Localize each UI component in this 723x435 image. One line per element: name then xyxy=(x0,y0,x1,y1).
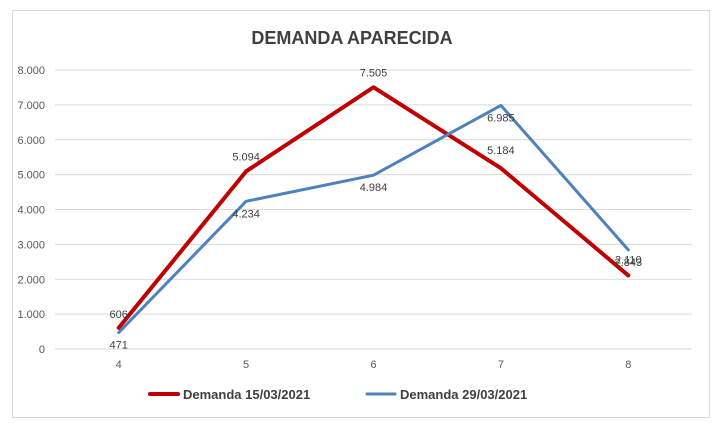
legend-label-2: Demanda 29/03/2021 xyxy=(400,387,527,402)
data-label: 4.234 xyxy=(232,208,260,220)
chart-title: DEMANDA APARECIDA xyxy=(251,28,452,48)
data-label: 471 xyxy=(110,340,128,352)
y-tick-label: 2.000 xyxy=(17,274,45,286)
data-label: 5.094 xyxy=(232,151,260,163)
series-lines xyxy=(116,85,631,335)
y-tick-label: 4.000 xyxy=(17,205,45,217)
legend-label-1: Demanda 15/03/2021 xyxy=(183,387,310,402)
x-tick-label: 5 xyxy=(243,359,249,371)
y-tick-label: 8.000 xyxy=(17,65,45,77)
data-label: 2.843 xyxy=(615,257,643,269)
gridlines xyxy=(55,69,692,350)
x-tick-label: 6 xyxy=(370,359,376,371)
chart-frame xyxy=(12,10,710,418)
x-tick-label: 7 xyxy=(498,359,504,371)
data-label: 2.110 xyxy=(615,254,642,266)
data-label: 6.985 xyxy=(487,112,515,124)
series-line-2 xyxy=(117,103,630,335)
y-tick-label: 7.000 xyxy=(17,100,45,112)
x-tick-label: 4 xyxy=(116,359,122,371)
y-tick-label: 1.000 xyxy=(17,309,45,321)
y-tick-label: 5.000 xyxy=(17,170,45,182)
data-labels: 606 5.094 7.505 5.184 2.110 471 4.234 4.984 6.98… xyxy=(110,67,643,351)
series-line-1 xyxy=(116,85,631,330)
y-axis-ticks: 0 1.000 2.000 3.000 4.000 5.000 6.000 7.000 8.00… xyxy=(17,65,45,356)
y-tick-label: 6.000 xyxy=(17,135,45,147)
x-tick-label: 8 xyxy=(625,359,631,371)
data-label: 5.184 xyxy=(487,145,515,157)
x-axis-ticks: 4 5 6 7 8 xyxy=(116,359,632,371)
data-label: 4.984 xyxy=(360,182,388,194)
legend: Demanda 15/03/2021 Demanda 29/03/2021 xyxy=(148,387,527,402)
y-tick-label: 3.000 xyxy=(17,239,45,251)
y-tick-label: 0 xyxy=(39,344,45,356)
data-label: 7.505 xyxy=(360,67,388,79)
data-label: 606 xyxy=(110,309,128,321)
